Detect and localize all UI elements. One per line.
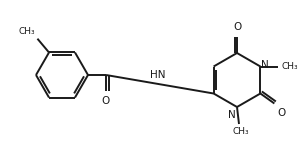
- Text: O: O: [277, 108, 285, 117]
- Text: CH₃: CH₃: [19, 27, 35, 36]
- Text: CH₃: CH₃: [282, 62, 298, 71]
- Text: O: O: [233, 22, 241, 32]
- Text: CH₃: CH₃: [233, 127, 249, 136]
- Text: HN: HN: [150, 70, 166, 80]
- Text: N: N: [261, 60, 269, 69]
- Text: N: N: [228, 110, 236, 120]
- Text: O: O: [102, 96, 110, 106]
